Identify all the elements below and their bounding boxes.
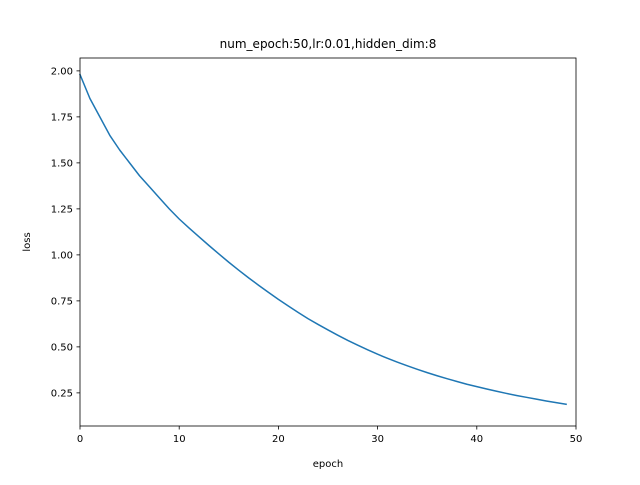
x-axis-label: epoch <box>313 459 343 470</box>
y-tick-label: 2.00 <box>51 66 73 77</box>
y-axis-label: loss <box>22 232 33 251</box>
y-tick-label: 1.00 <box>51 250 73 261</box>
x-tick-label: 20 <box>272 434 285 445</box>
y-axis: 0.25 0.50 0.75 1.00 1.25 1.50 1.75 2.00 <box>51 66 80 399</box>
x-tick-label: 0 <box>77 434 83 445</box>
y-tick-label: 0.50 <box>51 342 73 353</box>
x-tick-label: 40 <box>470 434 483 445</box>
chart-title: num_epoch:50,lr:0.01,hidden_dim:8 <box>220 37 437 51</box>
x-tick-label: 10 <box>173 434 186 445</box>
y-tick-label: 1.25 <box>51 204 73 215</box>
x-tick-label: 30 <box>371 434 384 445</box>
y-tick-label: 1.75 <box>51 112 73 123</box>
y-tick-label: 0.25 <box>51 388 73 399</box>
y-tick-label: 1.50 <box>51 158 73 169</box>
x-tick-label: 50 <box>570 434 583 445</box>
x-axis: 0 10 20 30 40 50 <box>77 426 583 445</box>
loss-series-line <box>79 73 567 406</box>
y-tick-label: 0.75 <box>51 296 73 307</box>
plot-frame <box>79 57 577 427</box>
